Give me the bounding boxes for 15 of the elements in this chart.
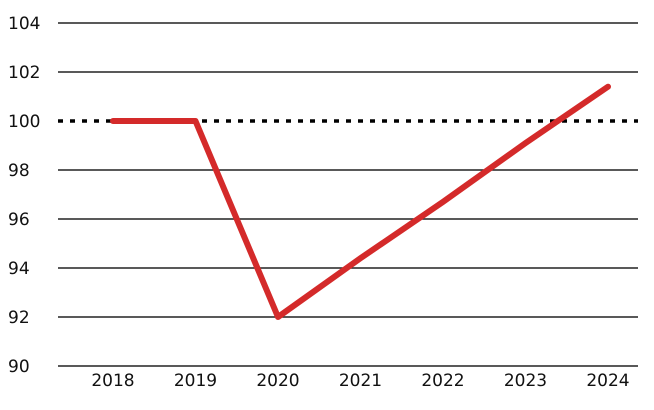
- x-tick-label: 2024: [586, 371, 630, 392]
- x-tick-label: 2021: [338, 371, 382, 392]
- y-tick-label: 94: [8, 259, 30, 280]
- y-tick-label: 90: [8, 357, 30, 378]
- y-tick-label: 102: [8, 63, 40, 84]
- x-tick-label: 2020: [256, 371, 300, 392]
- x-tick-label: 2023: [504, 371, 548, 392]
- y-tick-label: 104: [8, 14, 40, 34]
- y-tick-label: 96: [8, 210, 30, 230]
- x-tick-label: 2018: [91, 371, 135, 392]
- y-tick-label: 92: [8, 308, 30, 328]
- x-tick-label: 2019: [174, 371, 218, 392]
- y-tick-label: 98: [8, 161, 30, 182]
- x-tick-label: 2022: [421, 371, 465, 392]
- y-tick-label: 100: [8, 112, 40, 132]
